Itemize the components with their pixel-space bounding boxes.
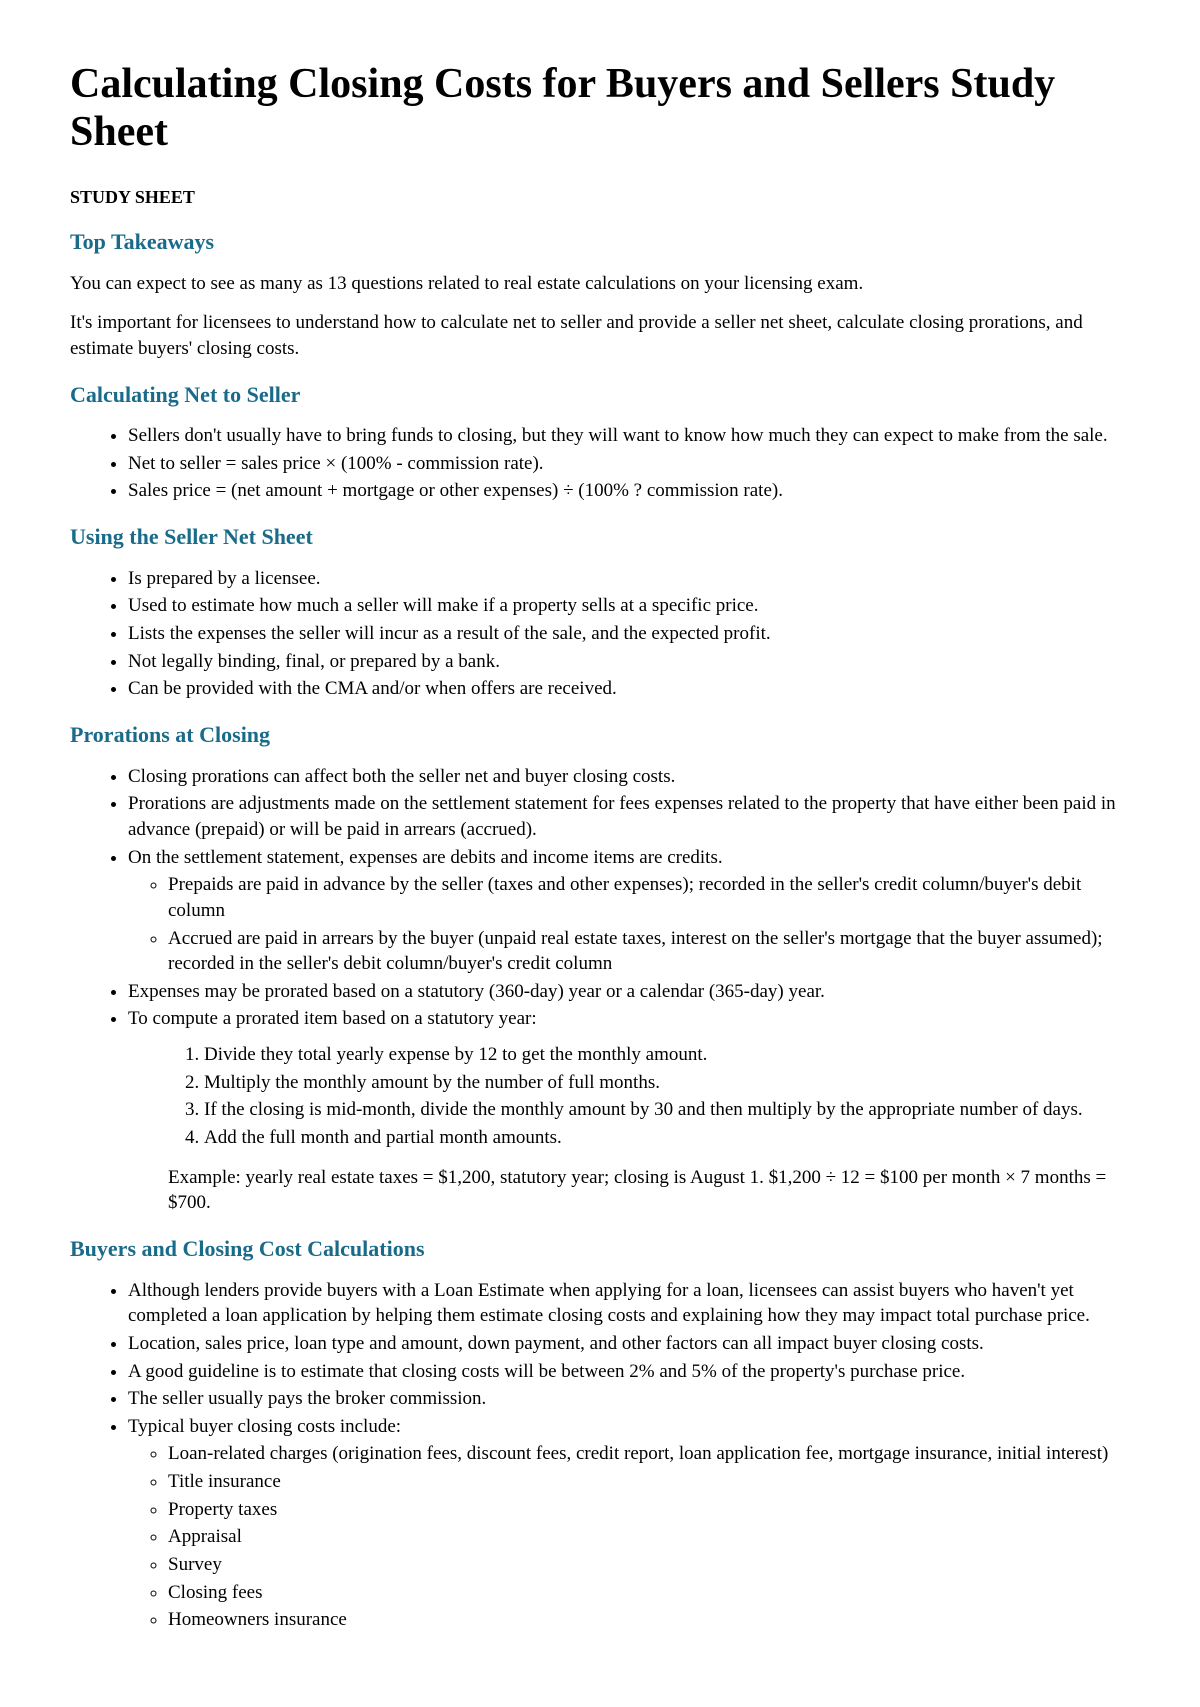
ordered-list: Divide they total yearly expense by 12 t… <box>204 1042 1130 1151</box>
list-item: Property taxes <box>168 1497 1130 1523</box>
list-item: Survey <box>168 1552 1130 1578</box>
nested-list: Loan-related charges (origination fees, … <box>168 1441 1130 1632</box>
list-item: Sales price = (net amount + mortgage or … <box>128 478 1130 504</box>
list-item: To compute a prorated item based on a st… <box>128 1006 1130 1215</box>
list-item: Expenses may be prorated based on a stat… <box>128 979 1130 1005</box>
list-item: On the settlement statement, expenses ar… <box>128 845 1130 977</box>
list-item: Sellers don't usually have to bring fund… <box>128 423 1130 449</box>
section-heading-seller-net-sheet: Using the Seller Net Sheet <box>70 522 1130 552</box>
subtitle: STUDY SHEET <box>70 185 1130 209</box>
paragraph: You can expect to see as many as 13 ques… <box>70 271 1130 297</box>
paragraph: It's important for licensees to understa… <box>70 310 1130 361</box>
list-item: Is prepared by a licensee. <box>128 566 1130 592</box>
list-item: Lists the expenses the seller will incur… <box>128 621 1130 647</box>
section-heading-takeaways: Top Takeaways <box>70 227 1130 257</box>
list-item: Although lenders provide buyers with a L… <box>128 1278 1130 1329</box>
list-item: Location, sales price, loan type and amo… <box>128 1331 1130 1357</box>
list-item: A good guideline is to estimate that clo… <box>128 1359 1130 1385</box>
list-item: The seller usually pays the broker commi… <box>128 1386 1130 1412</box>
list-item-text: On the settlement statement, expenses ar… <box>128 847 723 868</box>
list-item-text: To compute a prorated item based on a st… <box>128 1008 537 1029</box>
list-item: Typical buyer closing costs include: Loa… <box>128 1414 1130 1633</box>
bullet-list: Is prepared by a licensee. Used to estim… <box>128 566 1130 702</box>
example-text: Example: yearly real estate taxes = $1,2… <box>168 1165 1130 1216</box>
list-item: Prepaids are paid in advance by the sell… <box>168 872 1130 923</box>
list-item: Used to estimate how much a seller will … <box>128 593 1130 619</box>
list-item: Closing prorations can affect both the s… <box>128 764 1130 790</box>
list-item-text: Typical buyer closing costs include: <box>128 1416 401 1437</box>
section-heading-net-to-seller: Calculating Net to Seller <box>70 380 1130 410</box>
section-heading-prorations: Prorations at Closing <box>70 720 1130 750</box>
nested-list: Prepaids are paid in advance by the sell… <box>168 872 1130 977</box>
section-heading-buyers: Buyers and Closing Cost Calculations <box>70 1234 1130 1264</box>
bullet-list: Closing prorations can affect both the s… <box>128 764 1130 1216</box>
list-item: Title insurance <box>168 1469 1130 1495</box>
list-item: Loan-related charges (origination fees, … <box>168 1441 1130 1467</box>
list-item: Net to seller = sales price × (100% - co… <box>128 451 1130 477</box>
list-item: Appraisal <box>168 1524 1130 1550</box>
list-item: Can be provided with the CMA and/or when… <box>128 676 1130 702</box>
bullet-list: Sellers don't usually have to bring fund… <box>128 423 1130 504</box>
list-item: Accrued are paid in arrears by the buyer… <box>168 926 1130 977</box>
bullet-list: Although lenders provide buyers with a L… <box>128 1278 1130 1633</box>
list-item: Not legally binding, final, or prepared … <box>128 649 1130 675</box>
list-item: If the closing is mid-month, divide the … <box>204 1097 1130 1123</box>
list-item: Prorations are adjustments made on the s… <box>128 791 1130 842</box>
list-item: Multiply the monthly amount by the numbe… <box>204 1070 1130 1096</box>
list-item: Divide they total yearly expense by 12 t… <box>204 1042 1130 1068</box>
list-item: Add the full month and partial month amo… <box>204 1125 1130 1151</box>
page-title: Calculating Closing Costs for Buyers and… <box>70 60 1130 157</box>
list-item: Homeowners insurance <box>168 1607 1130 1633</box>
list-item: Closing fees <box>168 1580 1130 1606</box>
